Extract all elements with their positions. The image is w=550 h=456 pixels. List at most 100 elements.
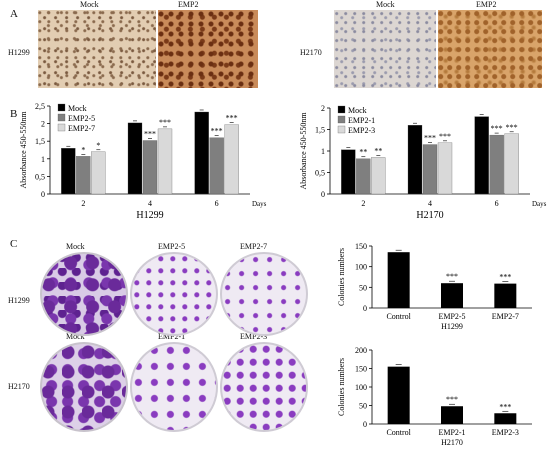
- y-tick-label: 0,5: [35, 172, 45, 181]
- x-tick-label: 4: [428, 199, 432, 208]
- bar-emp2-7: [157, 128, 173, 195]
- panel-a-right-mock-label: Mock: [376, 0, 395, 9]
- significance-mark: **: [374, 146, 382, 155]
- significance-mark: ***: [211, 127, 223, 136]
- bar-mock: [474, 116, 489, 195]
- ihc-image-h2170-mock: [334, 10, 436, 88]
- panel-a-letter: A: [10, 8, 18, 20]
- significance-mark: ***: [144, 129, 156, 138]
- legend-label: EMP2-7: [68, 124, 95, 133]
- y-tick-label: 0: [321, 190, 325, 199]
- colony-plate-h2170-emp2-3: [220, 342, 308, 432]
- panel-a-left-cell-label: H1299: [8, 48, 30, 57]
- colony-plate-h1299-emp2-5: [130, 252, 218, 336]
- plate-label-h1299-mock: Mock: [66, 242, 85, 251]
- bar-emp2-5: [209, 137, 224, 195]
- x-tick-label: 4: [148, 199, 152, 208]
- panel-a-left-mock-label: Mock: [80, 0, 99, 9]
- panel-a-left-emp-label: EMP2: [178, 0, 199, 9]
- plate-label-h1299-emp2-5: EMP2-5: [158, 242, 186, 251]
- y-tick-label: 0,5: [315, 169, 325, 178]
- colonies-chart-h2170: 0 50 100 150 200 Colonies numbers Control *** EM…: [337, 346, 532, 447]
- y-tick-label: 150: [355, 242, 367, 251]
- bar-mock: [194, 111, 209, 195]
- y-axis-label: Colonies numbers: [337, 248, 346, 306]
- x-tick-label: 2: [81, 199, 85, 208]
- significance-mark: ***: [499, 402, 511, 411]
- chart-caption: H1299: [136, 210, 163, 221]
- bar-mock: [341, 149, 356, 195]
- colony-plate-h2170-emp2-1: [130, 342, 218, 432]
- y-tick-label: 150: [355, 365, 367, 374]
- colony-plate-h1299-mock: [40, 252, 128, 336]
- significance-mark: ***: [506, 123, 518, 132]
- panel-a-right-cell-label: H2170: [300, 48, 322, 57]
- significance-mark: ***: [446, 395, 458, 404]
- plate-label-h2170-emp2-3: EMP2-3: [240, 332, 268, 341]
- x-tick-label: EMP2-1: [438, 428, 465, 437]
- bar-emp2-5: [76, 156, 91, 195]
- x-tick-label: EMP2-3: [492, 428, 519, 437]
- bar-emp2-7: [91, 151, 106, 195]
- significance-mark: ***: [446, 272, 458, 281]
- y-axis-label: Colonies numbers: [337, 358, 346, 416]
- panel-a-right-emp-label: EMP2: [476, 0, 497, 9]
- legend-swatch: [57, 123, 66, 132]
- ihc-image-h2170-emp2: [438, 10, 542, 88]
- x-tick-label: EMP2-7: [492, 312, 519, 321]
- chart-caption: H2170: [441, 438, 463, 447]
- legend-label: Mock: [68, 104, 87, 113]
- colonies-chart-h1299: 0 50 100 150 Colonies numbers Control *** EMP2-…: [337, 242, 532, 331]
- bar: [494, 283, 517, 308]
- chart-caption: H2170: [416, 210, 443, 221]
- bar-emp2-1: [422, 144, 438, 195]
- x-tick-label: EMP2-5: [438, 312, 465, 321]
- y-tick-label: 1,5: [315, 126, 325, 135]
- bar-emp2-3: [437, 142, 453, 195]
- bar-mock: [407, 125, 423, 195]
- y-tick-label: 1,5: [35, 137, 45, 146]
- bar: [441, 406, 463, 424]
- significance-mark: **: [359, 148, 367, 157]
- significance-mark: ***: [491, 124, 503, 133]
- y-tick-label: 0: [363, 420, 367, 429]
- y-tick-label: 50: [359, 402, 367, 411]
- significance-mark: ***: [439, 132, 451, 141]
- legend-swatch: [337, 115, 346, 124]
- y-axis-label: Absorbance 450-550nm: [299, 112, 308, 190]
- y-tick-label: 0: [41, 190, 45, 199]
- legend-swatch: [57, 113, 66, 122]
- days-label: Days: [252, 200, 267, 208]
- plate-label-h2170-emp2-1: EMP2-1: [158, 332, 186, 341]
- bar-mock: [61, 148, 76, 195]
- bar-emp2-3: [504, 133, 519, 195]
- bar-emp2-1: [489, 134, 504, 195]
- bar-emp2-5: [142, 140, 158, 195]
- bar: [494, 413, 517, 424]
- x-tick-label: Control: [386, 312, 411, 321]
- x-tick-label: 2: [361, 199, 365, 208]
- colony-plate-h1299-emp2-7: [220, 252, 308, 336]
- x-tick-label: 6: [495, 199, 499, 208]
- x-tick-label: Control: [386, 428, 411, 437]
- y-tick-label: 200: [355, 346, 367, 355]
- y-tick-label: 100: [355, 383, 367, 392]
- colony-plate-h2170-mock: [40, 342, 128, 432]
- legend-swatch: [337, 125, 346, 134]
- days-label: Days: [532, 200, 547, 208]
- legend-label: EMP2-1: [348, 116, 375, 125]
- y-tick-label: 100: [355, 263, 367, 272]
- y-tick-label: 1: [321, 147, 325, 156]
- y-tick-label: 1: [41, 155, 45, 164]
- chart-caption: H1299: [441, 322, 463, 331]
- y-axis-label: Absorbance 450-550nm: [19, 111, 28, 189]
- bar: [387, 252, 410, 308]
- y-tick-label: 2: [321, 104, 325, 113]
- legend-swatch: [57, 103, 66, 112]
- legend-label: EMP2-3: [348, 126, 375, 135]
- significance-mark: ***: [159, 118, 171, 127]
- y-tick-label: 2: [41, 120, 45, 129]
- legend-label: EMP2-5: [68, 114, 95, 123]
